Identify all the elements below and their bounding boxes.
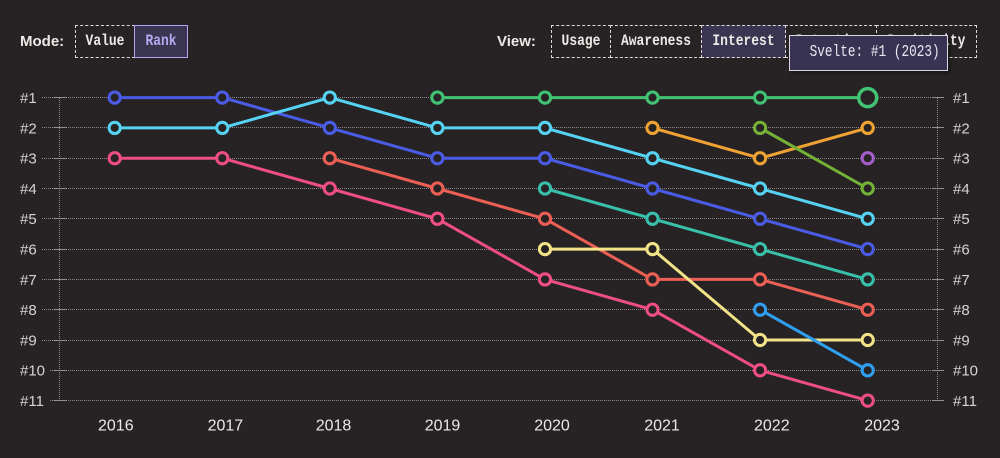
svg-text:2017: 2017: [208, 418, 244, 435]
svg-text:#3: #3: [20, 151, 37, 168]
svg-text:#8: #8: [953, 302, 970, 319]
svg-text:#4: #4: [953, 181, 970, 198]
svg-text:#9: #9: [953, 332, 970, 349]
svg-text:#8: #8: [20, 302, 37, 319]
svg-text:#6: #6: [953, 242, 970, 259]
svg-text:#9: #9: [20, 332, 37, 349]
svg-text:#3: #3: [953, 151, 970, 168]
svg-text:2016: 2016: [98, 418, 134, 435]
svg-text:#11: #11: [20, 393, 44, 410]
svg-text:#10: #10: [953, 363, 978, 380]
svg-text:#5: #5: [20, 211, 37, 228]
svg-text:#2: #2: [20, 120, 37, 137]
svg-text:#11: #11: [953, 393, 977, 410]
svg-text:#1: #1: [20, 90, 37, 107]
svg-text:#7: #7: [20, 272, 37, 289]
svg-text:#4: #4: [20, 181, 37, 198]
svg-text:#5: #5: [953, 211, 970, 228]
svg-text:#2: #2: [953, 120, 970, 137]
svg-text:#7: #7: [953, 272, 970, 289]
svg-text:#1: #1: [953, 90, 970, 107]
svg-text:2021: 2021: [644, 418, 680, 435]
svg-text:2020: 2020: [534, 418, 570, 435]
svg-text:#10: #10: [20, 363, 45, 380]
svg-text:#6: #6: [20, 242, 37, 259]
svg-text:2023: 2023: [864, 418, 900, 435]
svg-text:2019: 2019: [425, 418, 461, 435]
svg-text:2018: 2018: [316, 418, 352, 435]
svg-text:2022: 2022: [754, 418, 790, 435]
